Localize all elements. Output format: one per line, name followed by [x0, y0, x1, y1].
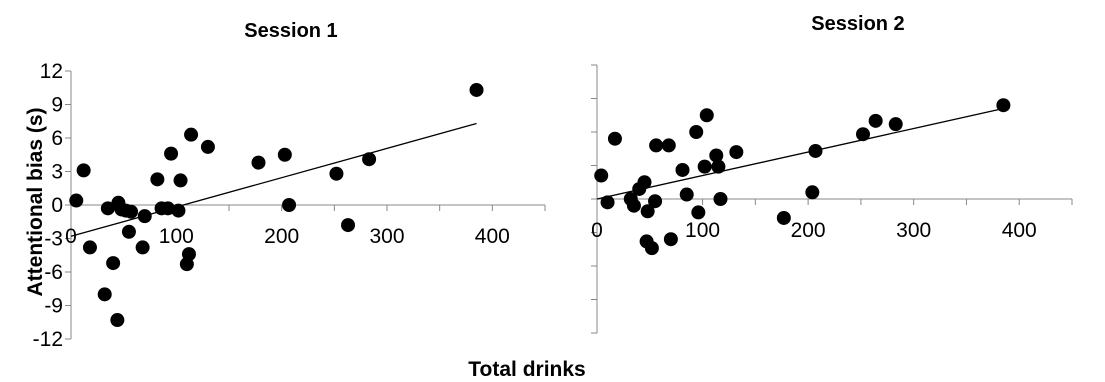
data-point: [181, 247, 196, 262]
x-tick-label: 200: [791, 219, 826, 242]
data-point: [329, 166, 344, 181]
trendline: [70, 122, 477, 237]
y-tick-label: -6: [44, 261, 63, 284]
trendline: [596, 107, 1004, 200]
data-point: [697, 159, 712, 174]
data-point: [110, 313, 125, 328]
y-tick-label: -3: [44, 228, 63, 251]
data-point: [135, 240, 150, 255]
data-point: [160, 201, 175, 216]
data-point: [805, 185, 820, 200]
data-point: [713, 192, 728, 206]
data-point: [137, 209, 152, 224]
data-point: [699, 108, 714, 123]
data-point: [888, 117, 903, 132]
y-tick-label: 6: [51, 127, 63, 150]
trendline-layer: [596, 107, 1004, 200]
data-point: [648, 194, 663, 209]
y-tick-label: -9: [44, 295, 63, 318]
data-point: [868, 113, 883, 128]
data-point: [121, 224, 136, 239]
data-point: [184, 127, 199, 142]
x-tick-label: 300: [369, 225, 404, 248]
data-point: [626, 198, 641, 213]
y-tick-label: -12: [33, 328, 63, 351]
data-point: [679, 187, 694, 202]
data-point: [362, 152, 377, 167]
data-point: [776, 210, 791, 225]
y-tick-label: 3: [51, 161, 63, 184]
x-axis-title: Total drinks: [468, 358, 585, 381]
data-point: [251, 155, 266, 170]
data-point: [649, 138, 664, 153]
chart-title: Session 1: [244, 20, 337, 42]
data-point: [82, 240, 97, 255]
session-2-chart: Session 2 0 100 200 300 400: [591, 13, 1073, 334]
data-point: [100, 201, 115, 216]
y-axis-title: Attentional bias (s): [24, 107, 47, 296]
trendline-layer: [70, 122, 477, 237]
data-point: [150, 172, 165, 187]
data-point: [97, 287, 112, 302]
data-point: [341, 218, 356, 233]
x-tick-label: 100: [685, 219, 720, 242]
data-point: [808, 143, 823, 158]
data-point: [607, 131, 622, 146]
points-layer: [594, 98, 1011, 256]
data-point: [469, 82, 484, 97]
chart-title: Session 2: [811, 13, 904, 35]
x-tick-label: 300: [896, 219, 931, 242]
x-tick-label: 400: [475, 225, 510, 248]
data-point: [661, 138, 676, 153]
y-tick-label: 0: [51, 194, 63, 217]
data-point: [996, 98, 1011, 113]
y-tick-label: 9: [51, 94, 63, 117]
data-point: [171, 203, 186, 218]
data-point: [173, 173, 188, 188]
x-tick-label: 400: [1002, 219, 1037, 242]
data-point: [600, 195, 615, 210]
data-point: [637, 175, 652, 190]
axes: 0 100 200 300 400: [591, 64, 1073, 334]
data-point: [663, 232, 678, 247]
x-tick-label: 200: [264, 225, 299, 248]
data-point: [689, 125, 704, 139]
data-point: [691, 205, 706, 220]
data-point: [711, 159, 726, 174]
data-point: [164, 146, 179, 161]
x-tick-label: 100: [159, 225, 194, 248]
data-point: [69, 193, 84, 208]
data-point: [76, 163, 91, 178]
data-point: [594, 168, 609, 183]
x-tick-label: 0: [65, 225, 77, 248]
data-point: [709, 148, 724, 163]
data-point: [729, 145, 744, 160]
y-tick-label: 12: [40, 60, 63, 83]
points-layer: [69, 82, 484, 328]
data-point: [200, 139, 215, 154]
data-point: [106, 256, 121, 271]
data-point: [856, 127, 870, 142]
data-point: [282, 198, 297, 212]
data-point: [124, 204, 139, 219]
data-point: [644, 241, 659, 256]
x-tick-label: 0: [591, 219, 603, 242]
data-point: [675, 162, 690, 177]
data-point: [640, 204, 655, 219]
data-point: [277, 147, 292, 162]
